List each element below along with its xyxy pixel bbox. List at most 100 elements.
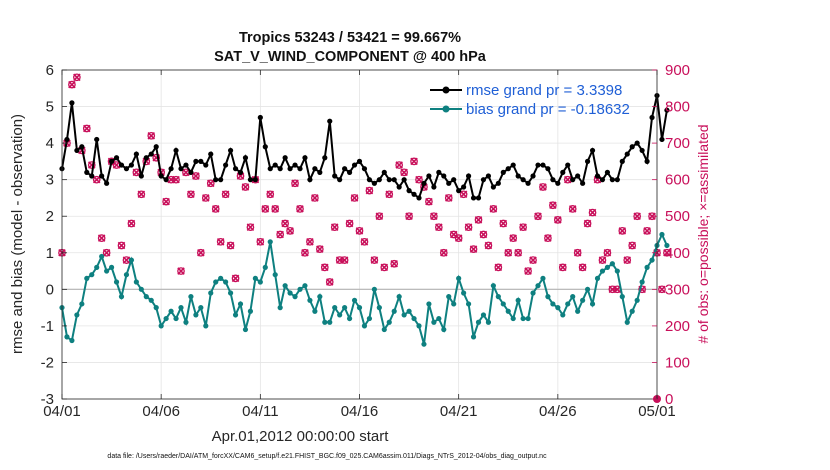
rmse-point: [510, 162, 516, 168]
obs-possible-point: [325, 278, 334, 286]
x-tick-label: 04/11: [242, 403, 278, 420]
rmse-point: [327, 118, 333, 124]
obs-assimilated-point: [117, 241, 126, 250]
rmse-point: [272, 162, 278, 168]
rmse-point: [475, 195, 482, 201]
obs-assimilated-point: [514, 249, 522, 257]
bias-point: [153, 305, 159, 311]
x-tick-label: 04/01: [43, 403, 81, 420]
bias-point: [391, 308, 397, 314]
obs-possible-point: [306, 237, 314, 246]
obs-possible-point: [425, 197, 433, 206]
obs-assimilated-point: [663, 249, 671, 257]
rmse-point: [426, 173, 432, 179]
bias-point: [227, 290, 234, 296]
obs-assimilated-point: [112, 161, 121, 169]
rmse-point: [252, 177, 258, 183]
rmse-point: [183, 162, 189, 168]
bias-point: [173, 315, 179, 322]
obs-assimilated-point: [534, 212, 542, 220]
obs-assimilated-point: [73, 73, 81, 82]
rmse-point: [208, 151, 214, 157]
obs-assimilated-point: [435, 223, 443, 231]
bias-point: [520, 315, 526, 322]
rmse-point: [441, 173, 447, 179]
obs-possible-point: [311, 194, 319, 202]
obs-possible-point: [296, 205, 304, 213]
bias-point: [500, 301, 506, 307]
obs-assimilated-point: [350, 194, 359, 202]
obs-possible-point: [102, 248, 111, 257]
obs-possible-point: [345, 219, 354, 228]
rmse-point: [619, 158, 625, 164]
y-tick-label: 4: [46, 135, 54, 152]
obs-assimilated-point: [559, 263, 567, 272]
rmse-point: [322, 155, 328, 161]
obs-count-layer: [58, 73, 671, 294]
obs-possible-point: [226, 241, 235, 250]
obs-possible-point: [519, 223, 527, 232]
obs-possible-point: [301, 248, 309, 257]
obs-assimilated-point: [236, 172, 245, 180]
obs-assimilated-point: [440, 249, 448, 257]
bias-point: [113, 279, 120, 285]
rmse-point: [337, 177, 343, 183]
obs-assimilated-point: [197, 249, 205, 257]
obs-possible-point: [177, 267, 185, 275]
bias-point: [168, 308, 174, 314]
obs-assimilated-point: [544, 234, 552, 242]
bias-point: [456, 275, 462, 281]
obs-possible-point: [390, 259, 399, 268]
bias-point: [218, 275, 224, 281]
obs-assimilated-point: [261, 205, 270, 213]
obs-possible-point: [187, 190, 195, 199]
obs-possible-point: [618, 226, 627, 235]
rmse-point: [123, 166, 130, 172]
obs-possible-point: [315, 245, 324, 253]
obs-assimilated-point: [568, 205, 577, 213]
chart-title: Tropics 53243 / 53421 = 99.667%: [239, 30, 461, 46]
rmse-point: [495, 180, 501, 186]
obs-possible-point: [137, 190, 146, 199]
rmse-point: [232, 166, 239, 172]
rmse-point: [500, 169, 506, 175]
bias-point: [545, 294, 551, 300]
obs-possible-point: [469, 245, 478, 253]
rmse-point: [456, 188, 462, 194]
obs-assimilated-point: [340, 256, 349, 264]
obs-possible-point: [628, 241, 637, 250]
bias-point: [480, 312, 487, 318]
obs-assimilated-point: [187, 190, 195, 199]
obs-assimilated-point: [509, 234, 517, 242]
rmse-point: [560, 169, 566, 175]
rmse-point: [133, 151, 139, 157]
bias-point: [441, 326, 447, 333]
x-axis-label: Apr.01,2012 00:00:00 start: [212, 428, 390, 445]
obs-assimilated-point: [618, 227, 627, 235]
obs-assimilated-point: [469, 245, 478, 253]
obs-assimilated-point: [246, 223, 255, 231]
obs-assimilated-point: [296, 205, 304, 213]
bias-point: [123, 272, 130, 278]
obs-assimilated-point: [484, 241, 493, 250]
obs-possible-point: [430, 212, 438, 221]
bias-point: [575, 308, 581, 314]
bias-point: [376, 305, 382, 311]
rmse-point: [659, 136, 665, 143]
rmse-point: [634, 140, 640, 146]
obs-assimilated-point: [68, 80, 76, 89]
obs-possible-point: [598, 256, 607, 264]
rmse-point: [237, 169, 244, 175]
rmse-point: [366, 177, 373, 183]
rmse-point: [376, 177, 382, 183]
bias-point: [426, 301, 432, 307]
rmse-point: [431, 184, 437, 190]
obs-assimilated-point: [182, 168, 190, 177]
obs-possible-point: [658, 285, 666, 294]
obs-possible-point: [474, 216, 483, 224]
obs-possible-point: [92, 175, 101, 184]
obs-possible-point: [291, 179, 299, 188]
bias-point: [89, 272, 95, 278]
rmse-point: [416, 195, 422, 201]
obs-assimilated-point: [415, 175, 423, 184]
